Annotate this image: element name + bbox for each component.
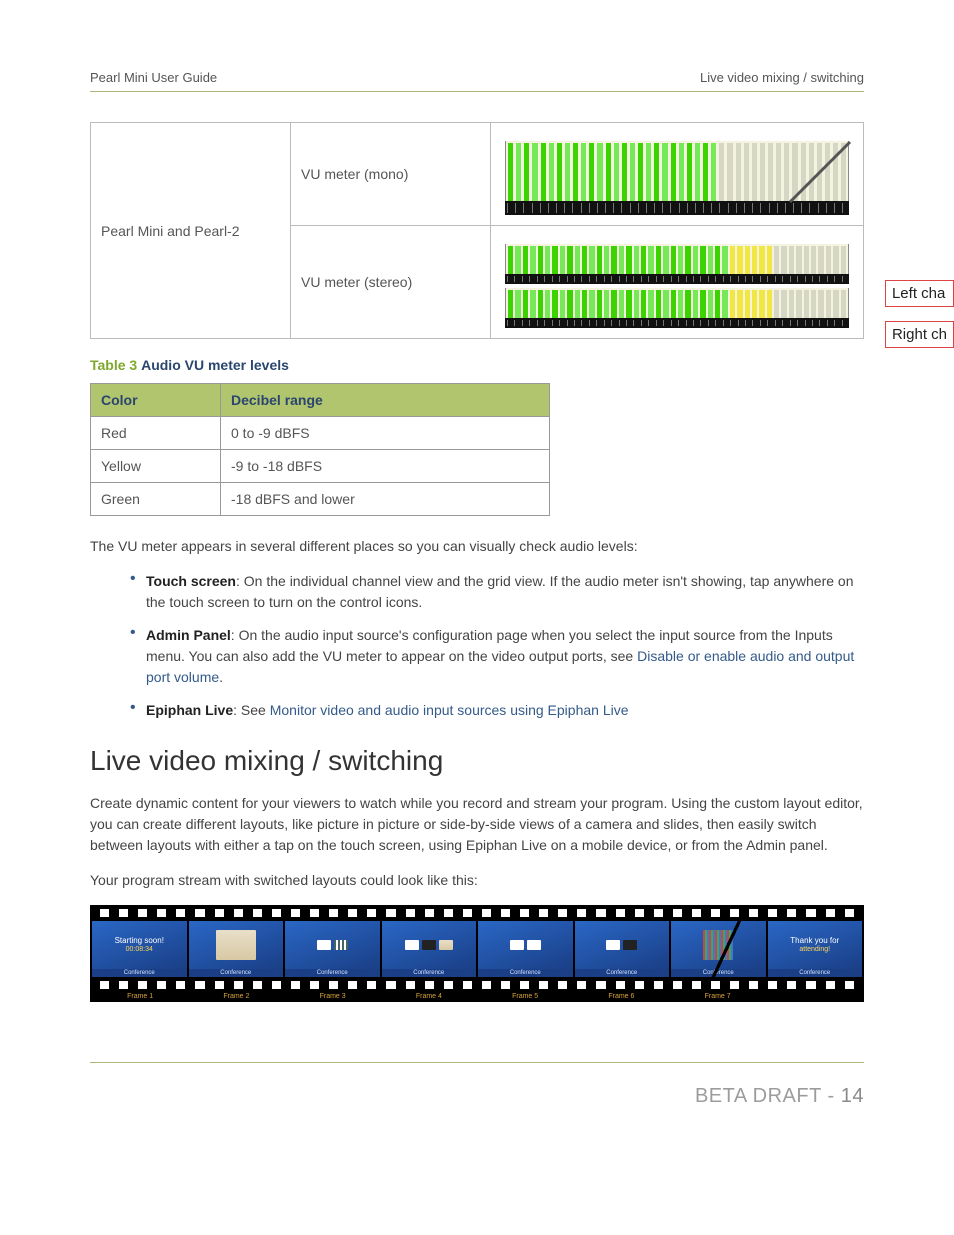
filmstrip-frame: Conference	[478, 921, 573, 977]
section-paragraph-1: Create dynamic content for your viewers …	[90, 793, 864, 856]
vu-stereo-graphic	[491, 226, 864, 339]
bullet-bold: Epiphan Live	[146, 702, 233, 718]
list-item: Admin Panel: On the audio input source's…	[130, 625, 864, 688]
bullet-text: : On the individual channel view and the…	[146, 573, 853, 610]
channel-callouts: Left cha Right ch	[885, 280, 954, 348]
device-cell: Pearl Mini and Pearl-2	[91, 123, 291, 339]
bullet-text: : See	[233, 702, 270, 718]
left-channel-label: Left cha	[885, 280, 954, 307]
page-header: Pearl Mini User Guide Live video mixing …	[90, 70, 864, 92]
section-paragraph-2: Your program stream with switched layout…	[90, 870, 864, 891]
footer-page-number: 14	[841, 1085, 864, 1107]
right-channel-label: Right ch	[885, 321, 954, 348]
section-heading: Live video mixing / switching	[90, 745, 864, 777]
filmstrip-frame: Conference	[189, 921, 284, 977]
table-caption: Table 3 Audio VU meter levels	[90, 357, 864, 373]
filmstrip-frame: Conference	[285, 921, 380, 977]
filmstrip-frame: Conference	[382, 921, 477, 977]
page-footer: BETA DRAFT - 14	[90, 1063, 864, 1108]
vu-mono-label: VU meter (mono)	[291, 123, 491, 226]
filmstrip-frame: Conference	[575, 921, 670, 977]
intro-paragraph: The VU meter appears in several differen…	[90, 536, 864, 557]
footer-draft: BETA DRAFT -	[695, 1085, 841, 1107]
range-header: Decibel range	[221, 384, 550, 417]
bullet-list: Touch screen: On the individual channel …	[130, 571, 864, 721]
link-epiphan-live[interactable]: Monitor video and audio input sources us…	[270, 702, 629, 718]
bullet-text: .	[219, 669, 223, 685]
vu-stereo-label: VU meter (stereo)	[291, 226, 491, 339]
table-cell: 0 to -9 dBFS	[221, 417, 550, 450]
table-cell: Red	[91, 417, 221, 450]
vu-meter-table: Pearl Mini and Pearl-2 VU meter (mono) V…	[90, 122, 864, 339]
color-range-table: Color Decibel range Red0 to -9 dBFSYello…	[90, 383, 550, 516]
filmstrip-frame: Conference	[671, 921, 766, 977]
filmstrip-frame: Starting soon!00:08:34Conference	[92, 921, 187, 977]
vu-mono-graphic	[491, 123, 864, 226]
color-header: Color	[91, 384, 221, 417]
table-cell: Green	[91, 483, 221, 516]
table-row: Yellow-9 to -18 dBFS	[91, 450, 550, 483]
table-row: Green-18 dBFS and lower	[91, 483, 550, 516]
filmstrip-graphic: Starting soon!00:08:34ConferenceConferen…	[90, 905, 864, 1002]
table-row: Red0 to -9 dBFS	[91, 417, 550, 450]
filmstrip-frame: Thank you forattending!Conference	[768, 921, 863, 977]
bullet-bold: Touch screen	[146, 573, 236, 589]
caption-prefix: Table 3	[90, 357, 137, 373]
header-left: Pearl Mini User Guide	[90, 70, 217, 85]
bullet-bold: Admin Panel	[146, 627, 231, 643]
cursor-icon	[785, 137, 855, 207]
table-cell: -18 dBFS and lower	[221, 483, 550, 516]
table-cell: -9 to -18 dBFS	[221, 450, 550, 483]
caption-title: Audio VU meter levels	[141, 357, 289, 373]
table-cell: Yellow	[91, 450, 221, 483]
list-item: Epiphan Live: See Monitor video and audi…	[130, 700, 864, 721]
list-item: Touch screen: On the individual channel …	[130, 571, 864, 613]
header-right: Live video mixing / switching	[700, 70, 864, 85]
